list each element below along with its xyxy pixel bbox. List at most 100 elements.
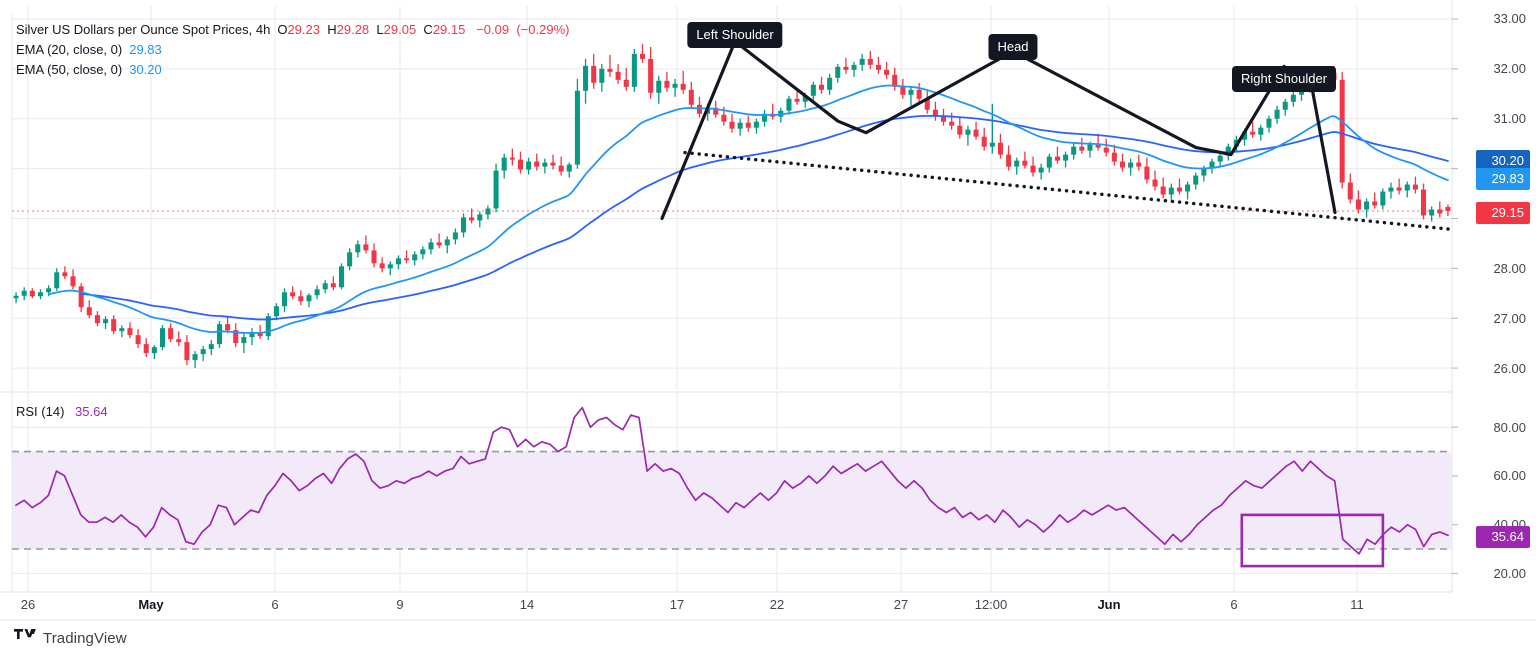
candle-body: [249, 332, 255, 338]
candle-body: [1388, 187, 1394, 192]
candle-body: [306, 295, 312, 302]
candle-body: [395, 258, 401, 265]
candle-body: [322, 283, 328, 290]
rsi-axis-badge[interactable]: 35.64: [1476, 526, 1530, 549]
candle-body: [1421, 189, 1427, 216]
candle-body: [696, 104, 702, 114]
candle-body: [493, 170, 499, 209]
candle-body: [265, 316, 271, 337]
candlestick-series[interactable]: [13, 43, 1451, 369]
candle-body: [103, 319, 109, 324]
time-axis-tick-label: May: [138, 597, 164, 612]
candle-body: [1225, 146, 1231, 156]
candle-body: [1152, 179, 1158, 187]
candle-body: [1087, 144, 1093, 151]
candle-body: [1380, 191, 1386, 206]
candle-body: [338, 266, 345, 288]
open-tag: O: [277, 22, 288, 37]
rsi-value: 35.64: [75, 404, 108, 419]
candle-body: [1339, 79, 1345, 183]
candle-body: [867, 58, 873, 65]
ema20-axis-badge[interactable]: 29.83: [1476, 168, 1530, 191]
candle-body: [21, 290, 27, 296]
candle-body: [347, 252, 353, 267]
candle-body: [298, 296, 304, 302]
candle-body: [200, 349, 206, 355]
candle-body: [1103, 147, 1109, 153]
candle-body: [745, 122, 751, 128]
candle-body: [664, 80, 670, 88]
candle-body: [1079, 146, 1085, 151]
candle-body: [168, 328, 174, 340]
axis-tick-marks: [1452, 18, 1458, 574]
candle-body: [1014, 160, 1020, 167]
candle-body: [257, 332, 263, 337]
candle-body: [1038, 167, 1044, 173]
tradingview-brand[interactable]: TradingView: [14, 629, 127, 648]
candle-body: [599, 68, 605, 83]
candle-body: [1193, 175, 1199, 185]
change-value: −0.09: [476, 22, 510, 37]
rsi-band-fill: [12, 451, 1452, 549]
ema20-line[interactable]: [47, 84, 1449, 334]
candle-body: [517, 159, 523, 170]
low-tag: L: [376, 22, 384, 37]
annotation-right-shoulder[interactable]: Right Shoulder: [1232, 66, 1336, 92]
candle-body: [330, 283, 336, 288]
ema50-legend-row[interactable]: EMA (50, close, 0) 30.20: [16, 60, 569, 79]
rsi-label: RSI (14): [16, 404, 65, 419]
candle-body: [1168, 187, 1174, 195]
low-value: 29.05: [383, 22, 417, 37]
rsi-pane-legend[interactable]: RSI (14) 35.64: [16, 404, 108, 419]
candle-body: [1071, 146, 1077, 155]
candle-body: [233, 330, 239, 344]
candle-body: [444, 239, 450, 246]
open-value: 29.23: [287, 22, 320, 37]
candle-body: [363, 244, 369, 251]
candle-body: [1404, 184, 1410, 191]
candle-body: [1347, 182, 1353, 200]
tradingview-brand-label: TradingView: [43, 630, 127, 647]
symbol-legend-row[interactable]: Silver US Dollars per Ounce Spot Prices,…: [16, 20, 569, 39]
rsi-highlight-box[interactable]: [1240, 513, 1385, 568]
price-axis-tick-label: 28.00: [1493, 260, 1526, 276]
candle-body: [721, 114, 727, 122]
neckline-trendline[interactable]: [683, 150, 1454, 232]
rsi-axis-tick-label: 60.00: [1493, 468, 1526, 484]
candle-body: [1054, 156, 1060, 161]
annotation-left-shoulder[interactable]: Left Shoulder: [687, 22, 783, 48]
time-axis-tick-label: 6: [1230, 597, 1238, 612]
ema50-axis-badge[interactable]: 30.20: [1476, 149, 1530, 172]
candle-body: [62, 272, 68, 277]
candle-body: [29, 290, 35, 297]
candle-body: [574, 90, 580, 165]
candle-body: [1396, 187, 1402, 191]
ema20-label: EMA (20, close, 0): [16, 42, 123, 57]
candle-body: [884, 69, 890, 75]
high-value: 29.28: [336, 22, 370, 37]
candle-body: [1412, 184, 1418, 190]
candle-body: [542, 162, 548, 167]
candle-body: [737, 122, 743, 129]
candle-body: [78, 286, 84, 308]
price-axis-tick-label: 31.00: [1493, 111, 1526, 127]
candle-body: [86, 307, 92, 316]
candle-body: [566, 164, 572, 172]
rsi-axis-tick-label: 20.00: [1493, 565, 1526, 581]
candle-body: [900, 86, 906, 95]
close-value: 29.15: [432, 22, 466, 37]
rsi-line[interactable]: [15, 406, 1449, 555]
candle-body: [835, 66, 841, 78]
candle-body: [477, 214, 483, 221]
last-price-axis-badge[interactable]: 29.15: [1476, 201, 1530, 224]
annotation-head[interactable]: Head: [988, 34, 1038, 60]
candle-body: [631, 53, 637, 87]
candle-body: [1250, 131, 1256, 135]
ohlc-values: O29.23 H29.28 L29.05 C29.15 −0.09 (−0.29…: [277, 20, 569, 39]
candle-body: [534, 161, 540, 167]
candle-body: [37, 292, 43, 297]
high-tag: H: [327, 22, 337, 37]
ema20-legend-row[interactable]: EMA (20, close, 0) 29.83: [16, 40, 569, 59]
